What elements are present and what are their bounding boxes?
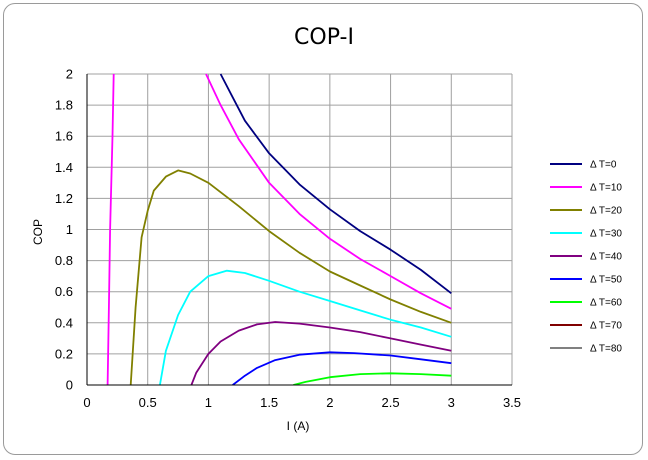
y-tick-label: 1.4 [55,160,73,175]
legend-label: Δ T=80 [590,344,622,355]
series-line-1 [106,73,115,385]
y-tick-label: 0.8 [55,253,73,268]
legend-label: Δ T=10 [590,183,622,194]
x-tick-label: 2 [326,395,333,410]
legend-item: Δ T=10 [550,183,622,194]
legend-label: Δ T=40 [590,252,622,263]
legend-label: Δ T=60 [590,298,622,309]
y-tick-label: 0.2 [55,346,73,361]
legend-item: Δ T=50 [550,275,622,286]
legend-item: Δ T=40 [550,252,622,263]
y-tick-label: 1 [66,222,73,237]
y-tick-label: 0 [66,378,73,393]
x-tick-label: 1 [205,395,212,410]
legend-item: Δ T=80 [550,344,622,355]
y-tick-label: 1.2 [55,191,73,206]
axes [86,74,512,386]
series-line-5 [190,321,452,385]
series-line-3 [129,169,452,385]
x-tick-label: 3 [448,395,455,410]
x-axis-label: I (A) [287,419,310,433]
legend-item: Δ T=0 [550,160,617,171]
legend-label: Δ T=0 [590,160,617,171]
legend-item: Δ T=70 [550,321,622,332]
y-tick-label: 0.6 [55,284,73,299]
legend-label: Δ T=20 [590,206,622,217]
legend-label: Δ T=50 [590,275,622,286]
y-tick-label: 0.4 [55,315,73,330]
chart-title: COP-I [294,25,354,50]
x-tick-label: 3.5 [503,395,521,410]
y-tick-label: 2 [66,67,73,82]
legend-item: Δ T=60 [550,298,622,309]
grid [86,73,513,386]
y-tick-label: 1.8 [55,98,73,113]
legend-label: Δ T=70 [590,321,622,332]
series-line-0 [219,73,452,295]
legend-label: Δ T=30 [590,229,622,240]
x-tick-label: 0.5 [139,395,157,410]
y-tick-label: 1.6 [55,129,73,144]
series-lines [106,73,452,385]
legend: Δ T=0 Δ T=10 Δ T=20 Δ T=30 Δ T=40 Δ T=50 Δ T=6… [550,160,622,355]
series-line-6 [232,351,452,385]
y-axis-label: COP [31,219,45,245]
series-line-2 [205,73,452,310]
x-tick-label: 2.5 [382,395,400,410]
y-ticks: 0 0.2 0.4 0.6 0.8 1 1.2 1.4 1.6 1.8 2 [55,67,73,393]
x-ticks: 0 0.5 1 1.5 2 2.5 3 3.5 [83,395,521,410]
series-line-4 [159,269,452,385]
x-tick-label: 0 [83,395,90,410]
x-tick-label: 1.5 [260,395,278,410]
legend-item: Δ T=30 [550,229,622,240]
legend-item: Δ T=20 [550,206,622,217]
series-line-7 [293,372,452,385]
